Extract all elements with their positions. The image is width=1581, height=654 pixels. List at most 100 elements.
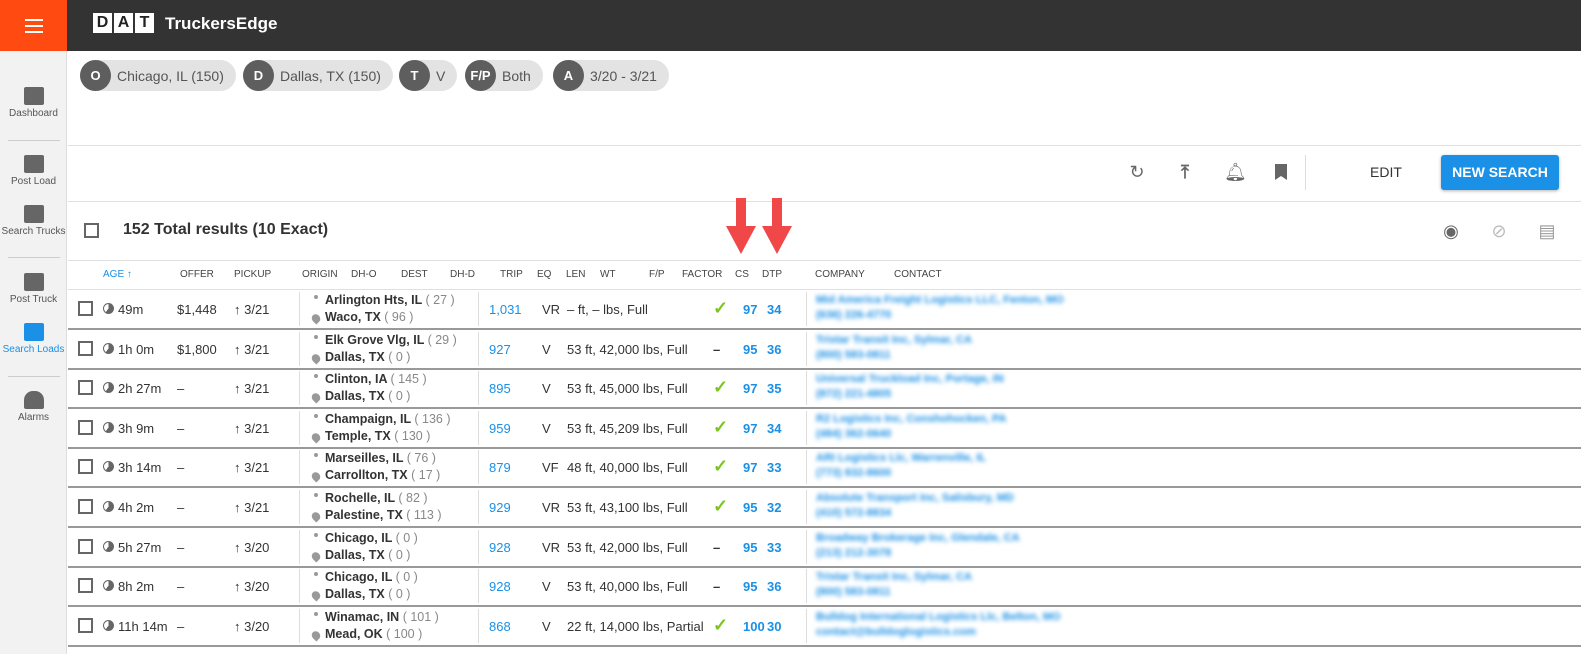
block-icon[interactable]: ⊘ bbox=[1491, 221, 1507, 241]
origin-dot-icon bbox=[314, 611, 318, 616]
deadhead-origin: ( 82 ) bbox=[398, 491, 428, 505]
destination: Dallas, TX ( 0 ) bbox=[325, 547, 411, 562]
trip-miles-link[interactable]: 895 bbox=[489, 381, 511, 397]
days-to-pay[interactable]: 36 bbox=[767, 341, 782, 357]
table-row[interactable]: 5h 27m – ↑ 3/20 Chicago, IL ( 0 ) Dallas… bbox=[68, 528, 1581, 568]
credit-score[interactable]: 100 bbox=[743, 618, 765, 634]
company-contact[interactable]: Broadway Brokerage Inc, Glendale, CA (213… bbox=[816, 531, 1020, 561]
days-to-pay[interactable]: 34 bbox=[767, 420, 782, 436]
credit-score[interactable]: 95 bbox=[743, 539, 758, 555]
new-search-button[interactable]: NEW SEARCH bbox=[1441, 155, 1559, 190]
credit-score[interactable]: 95 bbox=[743, 500, 758, 515]
days-to-pay[interactable]: 33 bbox=[767, 460, 782, 476]
trip-miles-link[interactable]: 868 bbox=[489, 618, 511, 634]
column-header[interactable]: DH-D bbox=[450, 269, 475, 280]
column-header[interactable]: EQ bbox=[537, 269, 552, 280]
credit-score[interactable]: 97 bbox=[743, 381, 758, 397]
table-row[interactable]: 3h 9m – ↑ 3/21 Champaign, IL ( 136 ) Tem… bbox=[68, 409, 1581, 449]
column-header[interactable]: FACTOR bbox=[682, 269, 723, 280]
trip-miles-link[interactable]: 927 bbox=[489, 341, 511, 357]
row-checkbox[interactable] bbox=[78, 578, 93, 594]
credit-score[interactable]: 95 bbox=[743, 341, 758, 357]
company-contact[interactable]: Mid America Freight Logistics LLC, Fento… bbox=[816, 293, 1064, 323]
credit-score[interactable]: 97 bbox=[743, 420, 758, 436]
table-row[interactable]: 11h 14m – ↑ 3/20 Winamac, IN ( 101 ) Mea… bbox=[68, 607, 1581, 647]
trip-miles-link[interactable]: 929 bbox=[489, 500, 511, 515]
column-header[interactable]: LEN bbox=[566, 269, 586, 280]
company-contact[interactable]: R2 Logistics Inc, Conshohocken, PA (484) … bbox=[816, 412, 1007, 442]
days-to-pay[interactable]: 32 bbox=[767, 500, 782, 515]
column-header[interactable]: AGE ↑ bbox=[103, 269, 132, 280]
edit-button[interactable]: EDIT bbox=[1370, 164, 1402, 180]
company-contact[interactable]: Tristar Transit Inc, Sylmar, CA (800) 583… bbox=[816, 333, 972, 363]
column-header[interactable]: DTP bbox=[762, 269, 782, 280]
credit-score[interactable]: 97 bbox=[743, 302, 758, 317]
table-row[interactable]: 4h 2m – ↑ 3/21 Rochelle, IL ( 82 ) Pales… bbox=[68, 488, 1581, 528]
filter-full-partial[interactable]: F/P Both bbox=[465, 60, 543, 91]
print-icon[interactable]: ▤ bbox=[1538, 221, 1556, 241]
row-checkbox[interactable] bbox=[78, 380, 93, 396]
sidebar-item-post-load[interactable]: Post Load bbox=[0, 155, 67, 187]
column-header[interactable]: CS bbox=[735, 269, 749, 280]
column-header[interactable]: TRIP bbox=[500, 269, 523, 280]
bell-icon[interactable]: 🔔︎ bbox=[1224, 162, 1247, 182]
table-row[interactable]: 3h 14m – ↑ 3/21 Marseilles, IL ( 76 ) Ca… bbox=[68, 448, 1581, 489]
filter-origin[interactable]: O Chicago, IL (150) bbox=[80, 60, 236, 91]
sidebar-item-search-trucks[interactable]: Search Trucks bbox=[0, 205, 67, 237]
filter-destination[interactable]: D Dallas, TX (150) bbox=[243, 60, 393, 91]
company-contact[interactable]: Absolute Transport Inc, Salisbury, MD (41… bbox=[816, 491, 1014, 521]
column-header[interactable]: PICKUP bbox=[234, 269, 272, 280]
sidebar-item-search-loads[interactable]: Search Loads bbox=[0, 323, 67, 355]
column-header[interactable]: OFFER bbox=[180, 269, 214, 280]
row-checkbox[interactable] bbox=[78, 538, 93, 554]
hamburger-menu-button[interactable] bbox=[0, 0, 67, 51]
refresh-icon[interactable]: ↻ bbox=[1129, 162, 1145, 182]
column-header[interactable]: ORIGIN bbox=[302, 269, 338, 280]
table-row[interactable]: 49m $1,448 ↑ 3/21 Arlington Hts, IL ( 27… bbox=[68, 290, 1581, 330]
column-header[interactable]: WT bbox=[600, 269, 616, 280]
credit-score[interactable]: 97 bbox=[743, 460, 758, 476]
company-contact[interactable]: Bulldog International Logistics Llc, Bel… bbox=[816, 610, 1060, 640]
sidebar-item-dashboard[interactable]: Dashboard bbox=[0, 87, 67, 119]
row-checkbox[interactable] bbox=[78, 301, 93, 316]
company-contact[interactable]: Tristar Transit Inc, Sylmar, CA (800) 583… bbox=[816, 570, 972, 600]
column-header[interactable]: DH-O bbox=[351, 269, 377, 280]
row-checkbox[interactable] bbox=[78, 499, 93, 514]
trip-miles-link[interactable]: 928 bbox=[489, 539, 511, 555]
company-contact[interactable]: ARI Logistics Llc, Warrenville, IL (773) … bbox=[816, 451, 986, 481]
trip-miles-link[interactable]: 1,031 bbox=[489, 302, 522, 317]
trip-miles-link[interactable]: 928 bbox=[489, 579, 511, 595]
days-to-pay[interactable]: 34 bbox=[767, 302, 782, 317]
row-checkbox[interactable] bbox=[78, 419, 93, 435]
column-header[interactable]: CONTACT bbox=[894, 269, 942, 280]
hide-icon[interactable]: ◉ bbox=[1443, 221, 1459, 241]
sidebar-item-post-truck[interactable]: Post Truck bbox=[0, 273, 67, 305]
days-to-pay[interactable]: 35 bbox=[767, 381, 782, 397]
trip-miles-link[interactable]: 959 bbox=[489, 420, 511, 436]
table-row[interactable]: 1h 0m $1,800 ↑ 3/21 Elk Grove Vlg, IL ( … bbox=[68, 330, 1581, 370]
upload-icon[interactable]: ⤒ bbox=[1181, 162, 1189, 182]
table-row[interactable]: 8h 2m – ↑ 3/20 Chicago, IL ( 0 ) Dallas,… bbox=[68, 567, 1581, 608]
table-row[interactable]: 2h 27m – ↑ 3/21 Clinton, IA ( 145 ) Dall… bbox=[68, 369, 1581, 410]
row-checkbox[interactable] bbox=[78, 617, 93, 633]
location-pin-icon bbox=[309, 550, 323, 563]
column-header[interactable]: F/P bbox=[649, 269, 665, 280]
days-to-pay[interactable]: 30 bbox=[767, 618, 782, 634]
deadhead-origin: ( 0 ) bbox=[395, 530, 418, 545]
factor-indicator: ✓ bbox=[713, 298, 729, 318]
row-checkbox[interactable] bbox=[78, 340, 93, 356]
company-contact[interactable]: Universal Truckload Inc, Portage, IN (872… bbox=[816, 372, 1004, 402]
trip-miles-link[interactable]: 879 bbox=[489, 460, 511, 476]
row-checkbox[interactable] bbox=[78, 459, 93, 475]
bookmark-icon[interactable] bbox=[1272, 163, 1290, 181]
column-header[interactable]: COMPANY bbox=[815, 269, 865, 280]
deadhead-destination: ( 0 ) bbox=[388, 547, 411, 562]
column-header[interactable]: DEST bbox=[401, 269, 428, 280]
days-to-pay[interactable]: 33 bbox=[767, 539, 782, 555]
filter-availability[interactable]: A 3/20 - 3/21 bbox=[553, 60, 669, 91]
credit-score[interactable]: 95 bbox=[743, 579, 758, 595]
sidebar-item-alarms[interactable]: Alarms bbox=[0, 391, 67, 423]
select-all-checkbox[interactable] bbox=[84, 223, 99, 238]
days-to-pay[interactable]: 36 bbox=[767, 579, 782, 595]
